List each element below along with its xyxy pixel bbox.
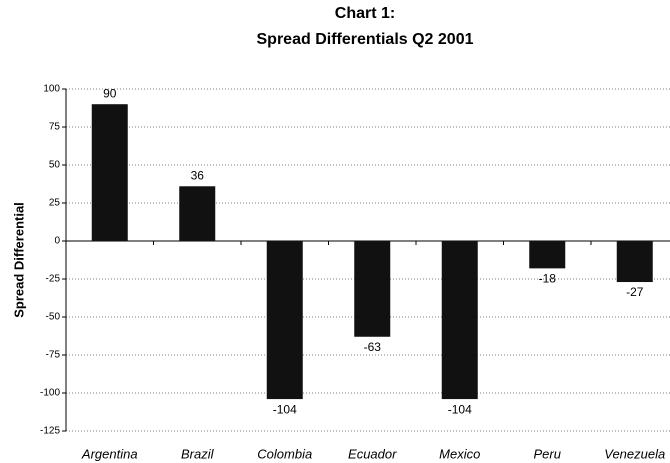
y-tick-label: 100 (43, 84, 60, 95)
bar (616, 241, 653, 283)
value-label: -18 (539, 272, 557, 286)
y-tick-label: 25 (49, 198, 61, 209)
value-label: 36 (191, 168, 205, 182)
bar (441, 241, 478, 400)
x-tick-label: Mexico (439, 446, 480, 461)
y-tick-label: 75 (49, 122, 61, 133)
value-label: -104 (273, 402, 297, 416)
x-tick-label: Brazil (181, 446, 215, 461)
y-tick-label: 0 (54, 236, 60, 247)
x-tick-label: Venezuela (604, 446, 665, 461)
x-tick-label: Ecuador (348, 446, 397, 461)
bar (91, 104, 128, 241)
y-tick-label: -25 (46, 274, 61, 285)
x-tick-label: Peru (534, 446, 561, 461)
y-tick-label: -75 (46, 350, 61, 361)
value-label: -104 (448, 402, 472, 416)
y-tick-label: -100 (40, 388, 60, 399)
chart-subtitle: Spread Differentials Q2 2001 (257, 31, 474, 48)
y-tick-label: -125 (40, 426, 60, 437)
value-label: -27 (626, 285, 644, 299)
y-axis-label: Spread Differential (11, 202, 26, 318)
chart-title: Chart 1: (335, 5, 395, 22)
x-tick-label: Colombia (257, 446, 312, 461)
y-tick-label: 50 (49, 160, 61, 171)
x-tick-label: Argentina (81, 446, 138, 461)
bar (354, 241, 391, 337)
value-label: 90 (103, 86, 117, 100)
bar (179, 186, 216, 241)
value-label: -63 (364, 340, 382, 354)
y-tick-label: -50 (46, 312, 61, 323)
bar (266, 241, 303, 400)
bar (529, 241, 566, 269)
